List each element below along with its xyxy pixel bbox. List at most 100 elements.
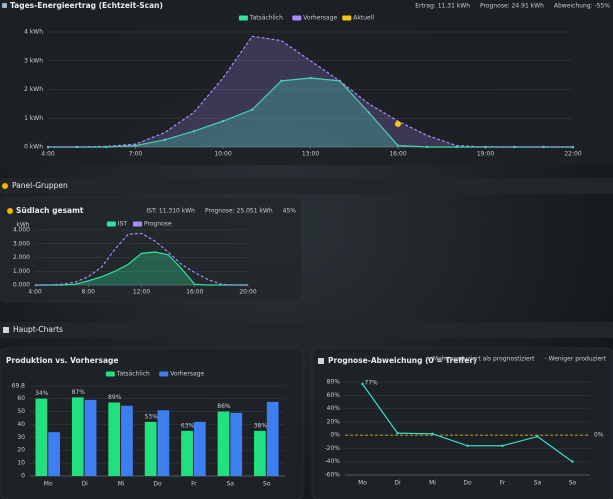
x-tick-label: Mo [44, 481, 53, 488]
point [455, 145, 458, 149]
bar-label: 63% [181, 422, 195, 429]
y-tick-label: 1.000 [13, 268, 30, 275]
panel [0, 0, 613, 165]
y-tick-label: 60% [327, 392, 341, 399]
point [361, 382, 364, 386]
panel-title: Südlach gesamt [16, 206, 84, 215]
y-tick-label: -20% [324, 445, 340, 452]
x-tick-label: 8:00 [82, 289, 96, 296]
point [192, 129, 196, 133]
legend-swatch [342, 15, 352, 21]
point [431, 432, 434, 436]
x-tick-label: 7:00 [129, 151, 143, 158]
section-title: Haupt-Charts [13, 325, 63, 334]
panel-title: Produktion vs. Vorhersage [6, 356, 118, 365]
stat: 45% [283, 208, 297, 215]
section-bar[interactable] [0, 178, 613, 194]
zero-label: 0% [594, 432, 604, 439]
point [221, 119, 225, 123]
point [396, 144, 400, 147]
y-tick-label: 2.000 [13, 254, 30, 261]
y-tick-label: 1 kWh [24, 115, 43, 122]
icon [2, 183, 8, 189]
y-tick-label: 50 [17, 408, 25, 415]
y-tick-label: 2 kWh [24, 86, 43, 93]
x-tick-label: 10:00 [214, 151, 231, 158]
x-tick-label: Do [153, 481, 162, 488]
legend-swatch [238, 15, 248, 21]
y-tick-label: 3.000 [13, 240, 30, 247]
bar [35, 398, 48, 476]
x-tick-label: 12:00 [133, 289, 150, 296]
point [367, 111, 371, 114]
point [466, 444, 469, 447]
point [250, 108, 254, 111]
y-tick-label: 20 [17, 447, 25, 454]
x-tick-label: 4:00 [28, 289, 42, 296]
bar-label: 34% [35, 390, 49, 397]
bar [193, 421, 206, 476]
x-tick-label: So [263, 481, 271, 488]
bar [48, 432, 60, 476]
bar [108, 402, 121, 476]
panel-title: Tages-Energieertrag (Echtzeit-Scan) [10, 1, 163, 10]
y-tick-label: 40% [327, 405, 341, 412]
x-tick-label: 20:00 [239, 289, 256, 296]
y-tick-label: 80% [327, 379, 341, 386]
bar-label: 86% [217, 403, 231, 410]
panel-title: Prognose-Abweichung (0 = Treffer) [328, 356, 477, 365]
y-tick-label: 3 kWh [24, 57, 43, 64]
point [484, 145, 487, 149]
stat: Prognose: 24.91 kWh [480, 3, 544, 10]
x-tick-label: 19:00 [477, 151, 494, 158]
x-tick-label: 22:00 [564, 151, 581, 158]
area [48, 78, 573, 147]
stat: Prognose: 25.051 kWh [205, 208, 273, 215]
x-tick-label: Mo [358, 480, 367, 487]
panel-card [0, 196, 303, 303]
point [571, 460, 574, 463]
y-tick-label: 0 kWh [24, 144, 43, 151]
bar-label: 89% [108, 394, 122, 401]
y-tick-label: -60% [324, 472, 340, 479]
x-tick-label: 13:00 [302, 151, 319, 158]
y-tick-label: 0.000 [13, 282, 30, 289]
point [163, 138, 166, 142]
bar [230, 412, 243, 476]
bar-label: 87% [72, 389, 86, 396]
panel-card [311, 347, 613, 499]
y-tick-label: -40% [324, 458, 340, 465]
icon [318, 358, 324, 364]
stat: Ertrag: 11.31 kWh [415, 3, 470, 10]
value-label: 77% [365, 379, 379, 386]
point [501, 444, 504, 447]
line [35, 232, 248, 286]
icon [7, 208, 13, 214]
y-axis-label: kWh [16, 222, 29, 229]
icon [2, 3, 7, 8]
legend-swatch [159, 371, 169, 377]
bar [217, 411, 230, 476]
point [75, 145, 79, 149]
bar [84, 399, 97, 476]
legend-label: Vorhersage [170, 371, 204, 378]
y-tick-label: 0% [330, 432, 340, 439]
point [425, 145, 429, 149]
section-bar[interactable] [0, 322, 613, 338]
section-title: Panel-Gruppen [12, 181, 68, 190]
y-tick-label: 4 kWh [24, 29, 43, 36]
x-tick-label: Di [81, 481, 88, 488]
x-tick-label: Mi [429, 480, 436, 487]
y-tick-label: 10 [17, 460, 25, 467]
x-tick-label: So [569, 480, 577, 487]
x-tick-label: Sa [227, 481, 235, 488]
x-tick-label: Mi [118, 481, 125, 488]
stat: + Mehr produziert als prognostiziert [426, 356, 535, 363]
legend-label: Prognose [144, 221, 172, 228]
legend-label: Tatsächlich [116, 371, 150, 378]
y-tick-label: 30 [17, 434, 25, 441]
bar [121, 405, 133, 476]
bar [144, 421, 157, 476]
line [48, 35, 573, 148]
